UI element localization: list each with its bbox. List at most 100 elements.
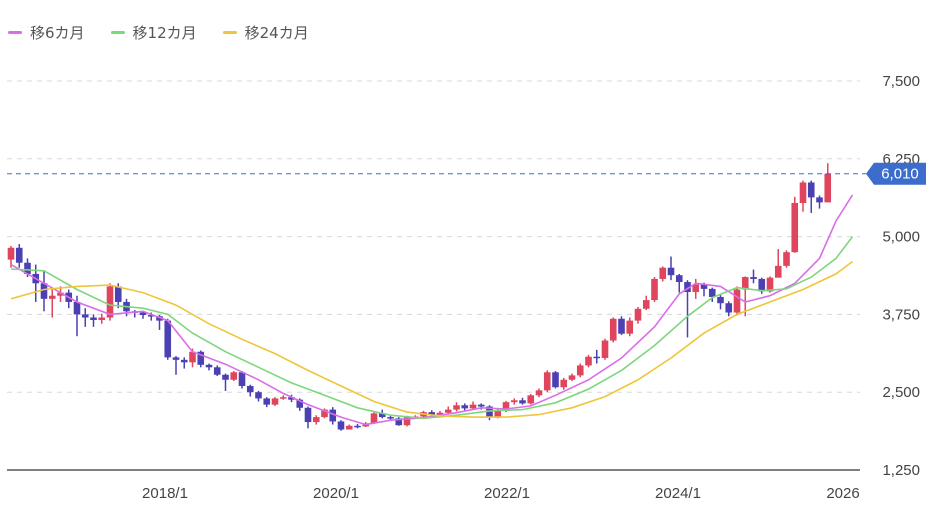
chart-legend: 移6カ月 移12カ月 移24カ月 (8, 22, 309, 43)
candle-down (461, 405, 469, 409)
candle-down (675, 275, 683, 283)
current-price-label: 6,010 (881, 166, 919, 183)
candle-up (783, 252, 790, 266)
candle-up (230, 372, 238, 380)
candle-down (667, 267, 675, 276)
candle-down (296, 399, 304, 408)
candle-up (568, 375, 576, 380)
candle-down (172, 357, 180, 360)
candle-up (609, 318, 617, 341)
candle-down (24, 262, 31, 274)
candle-down (337, 421, 345, 430)
candle-down (700, 284, 708, 289)
candle-down (222, 374, 229, 380)
candle-down (255, 392, 262, 399)
moving-average-line (10, 194, 854, 426)
x-tick-label: 2020/1 (313, 485, 359, 502)
candle-down (205, 364, 213, 368)
candle-up (98, 317, 106, 321)
candle-down (329, 409, 337, 422)
candle-up (634, 308, 642, 321)
candle-up (626, 320, 634, 334)
candle-down (378, 413, 386, 418)
candle-up (560, 379, 568, 388)
price-tag-background (866, 162, 926, 185)
candle-down (15, 247, 23, 263)
y-tick-label: 5,000 (882, 229, 920, 246)
candle-up (659, 267, 667, 279)
candle-down (164, 320, 172, 358)
x-tick-label: 2022/1 (484, 485, 530, 502)
candle-up (601, 340, 609, 358)
candle-down (758, 278, 766, 292)
candle-up (527, 395, 535, 404)
legend-item-ma6[interactable]: 移6カ月 (8, 22, 85, 43)
grid-lines (7, 80, 860, 393)
candle-down (750, 277, 757, 279)
candle-down (816, 197, 823, 203)
candle-down (519, 400, 526, 404)
candle-down (684, 282, 691, 292)
candle-up (271, 398, 279, 405)
candle-up (535, 390, 543, 396)
ma6-swatch-icon (8, 31, 22, 34)
candle-up (494, 410, 502, 418)
candle-up (444, 409, 452, 413)
y-tick-label: 2,500 (882, 384, 920, 401)
moving-average-line (10, 260, 853, 418)
candle-up (57, 292, 64, 296)
candle-up (7, 247, 15, 260)
candle-down (246, 385, 254, 393)
candle-down (197, 351, 205, 365)
candle-down (156, 316, 163, 321)
legend-label-ma24: 移24カ月 (244, 24, 309, 42)
candle-down (354, 425, 361, 428)
candles (7, 163, 832, 431)
candle-down (180, 359, 188, 363)
candle-up (453, 405, 460, 410)
candle-up (436, 412, 444, 416)
ma12-swatch-icon (110, 31, 125, 34)
candle-up (403, 417, 411, 426)
candle-down (593, 356, 601, 359)
candle-up (189, 351, 196, 363)
candle-up (692, 284, 700, 292)
legend-item-ma24[interactable]: 移24カ月 (222, 22, 309, 43)
candle-down (807, 182, 815, 198)
ma24-swatch-icon (222, 31, 237, 34)
candle-down (147, 315, 155, 317)
candle-up (791, 202, 799, 253)
candle-down (717, 296, 724, 304)
x-tick-label: 2018/1 (142, 485, 188, 502)
candle-up (824, 173, 832, 203)
candle-up (510, 400, 518, 403)
candle-up (642, 300, 650, 309)
y-tick-label: 3,750 (882, 306, 920, 323)
y-tick-label: 1,250 (882, 462, 920, 479)
candle-up (733, 289, 741, 313)
legend-item-ma12[interactable]: 移12カ月 (110, 22, 197, 43)
candle-up (321, 409, 328, 418)
candle-down (139, 312, 147, 316)
candle-up (766, 277, 774, 292)
candle-up (799, 182, 807, 203)
x-tick-label: 2026 (826, 485, 859, 502)
candle-up (345, 425, 353, 430)
candle-down (263, 398, 271, 405)
candle-up (370, 413, 378, 424)
legend-label-ma6: 移6カ月 (30, 24, 85, 42)
candle-down (395, 418, 403, 426)
candle-up (48, 295, 56, 299)
candle-down (213, 367, 221, 375)
candle-up (543, 372, 551, 391)
candle-up (469, 404, 477, 409)
x-axis-labels: 2018/1 2020/1 2022/1 2024/1 2026 (142, 485, 860, 502)
candle-down (288, 397, 295, 400)
candle-down (486, 406, 493, 418)
candle-down (725, 303, 733, 313)
moving-average-lines (10, 194, 854, 426)
candle-up (651, 278, 658, 301)
x-tick-label: 2024/1 (655, 485, 701, 502)
